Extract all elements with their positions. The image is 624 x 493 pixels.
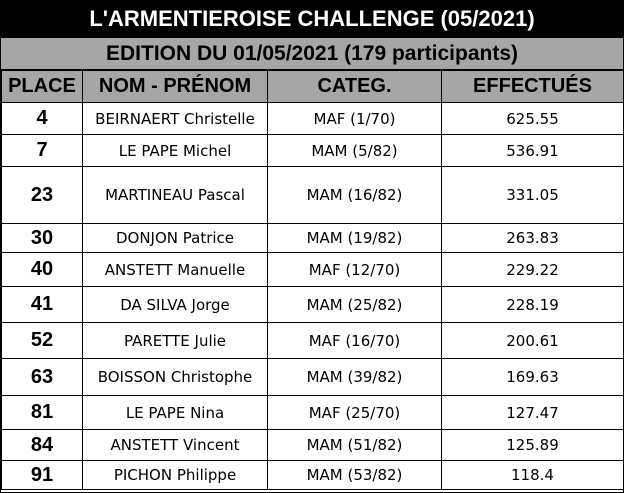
name-cell: ANSTETT Manuelle (82, 252, 268, 287)
category-cell: MAM (5/82) (267, 134, 442, 167)
name-cell: ANSTETT Vincent (82, 429, 268, 461)
name-cell: PARETTE Julie (82, 322, 268, 359)
table-row: 7 LE PAPE Michel MAM (5/82) 536.91 (1, 134, 624, 167)
header-name: NOM - PRÉNOM (82, 70, 268, 103)
place-cell: 40 (1, 252, 83, 287)
place-cell: 91 (1, 460, 83, 490)
category-cell: MAF (16/70) (267, 322, 442, 359)
category-cell: MAF (1/70) (267, 102, 442, 135)
done-cell: 118.4 (441, 460, 624, 490)
table-row: 4 BEIRNAERT Christelle MAF (1/70) 625.55 (1, 102, 624, 135)
done-cell: 229.22 (441, 252, 624, 287)
done-cell: 169.63 (441, 358, 624, 396)
category-cell: MAM (51/82) (267, 429, 442, 461)
category-cell: MAM (19/82) (267, 223, 442, 253)
table-row: 84 ANSTETT Vincent MAM (51/82) 125.89 (1, 429, 624, 461)
table-row: 40 ANSTETT Manuelle MAF (12/70) 229.22 (1, 252, 624, 287)
done-cell: 228.19 (441, 286, 624, 323)
name-cell: LE PAPE Nina (82, 395, 268, 430)
category-cell: MAM (39/82) (267, 358, 442, 396)
done-cell: 263.83 (441, 223, 624, 253)
table-row: 41 DA SILVA Jorge MAM (25/82) 228.19 (1, 286, 624, 323)
place-cell: 63 (1, 358, 83, 396)
name-cell: LE PAPE Michel (82, 134, 268, 167)
table-row: 81 LE PAPE Nina MAF (25/70) 127.47 (1, 395, 624, 430)
table-row: 23 MARTINEAU Pascal MAM (16/82) 331.05 (1, 166, 624, 224)
page-title: L'ARMENTIEROISE CHALLENGE (05/2021) (1, 1, 623, 38)
done-cell: 127.47 (441, 395, 624, 430)
place-cell: 81 (1, 395, 83, 430)
category-cell: MAM (16/82) (267, 166, 442, 224)
done-cell: 625.55 (441, 102, 624, 135)
header-done: EFFECTUÉS (441, 70, 624, 103)
place-cell: 4 (1, 102, 83, 135)
results-table: PLACE NOM - PRÉNOM CATEG. EFFECTUÉS 4 BEI… (1, 70, 624, 490)
place-cell: 84 (1, 429, 83, 461)
name-cell: BEIRNAERT Christelle (82, 102, 268, 135)
header-place: PLACE (1, 70, 83, 103)
done-cell: 536.91 (441, 134, 624, 167)
table-row: 91 PICHON Philippe MAM (53/82) 118.4 (1, 460, 624, 490)
table-row: 52 PARETTE Julie MAF (16/70) 200.61 (1, 322, 624, 359)
place-cell: 41 (1, 286, 83, 323)
category-cell: MAM (25/82) (267, 286, 442, 323)
table-row: 30 DONJON Patrice MAM (19/82) 263.83 (1, 223, 624, 253)
category-cell: MAM (53/82) (267, 460, 442, 490)
header-row: PLACE NOM - PRÉNOM CATEG. EFFECTUÉS (1, 70, 624, 103)
place-cell: 30 (1, 223, 83, 253)
done-cell: 125.89 (441, 429, 624, 461)
category-cell: MAF (12/70) (267, 252, 442, 287)
header-category: CATEG. (267, 70, 442, 103)
results-body: 4 BEIRNAERT Christelle MAF (1/70) 625.55 7 LE… (1, 102, 624, 490)
name-cell: BOISSON Christophe (82, 358, 268, 396)
name-cell: PICHON Philippe (82, 460, 268, 490)
place-cell: 52 (1, 322, 83, 359)
done-cell: 331.05 (441, 166, 624, 224)
place-cell: 7 (1, 134, 83, 167)
name-cell: DONJON Patrice (82, 223, 268, 253)
done-cell: 200.61 (441, 322, 624, 359)
name-cell: DA SILVA Jorge (82, 286, 268, 323)
name-cell: MARTINEAU Pascal (82, 166, 268, 224)
table-row: 63 BOISSON Christophe MAM (39/82) 169.63 (1, 358, 624, 396)
place-cell: 23 (1, 166, 83, 224)
edition-subtitle: EDITION DU 01/05/2021 (179 participants) (1, 38, 623, 70)
category-cell: MAF (25/70) (267, 395, 442, 430)
